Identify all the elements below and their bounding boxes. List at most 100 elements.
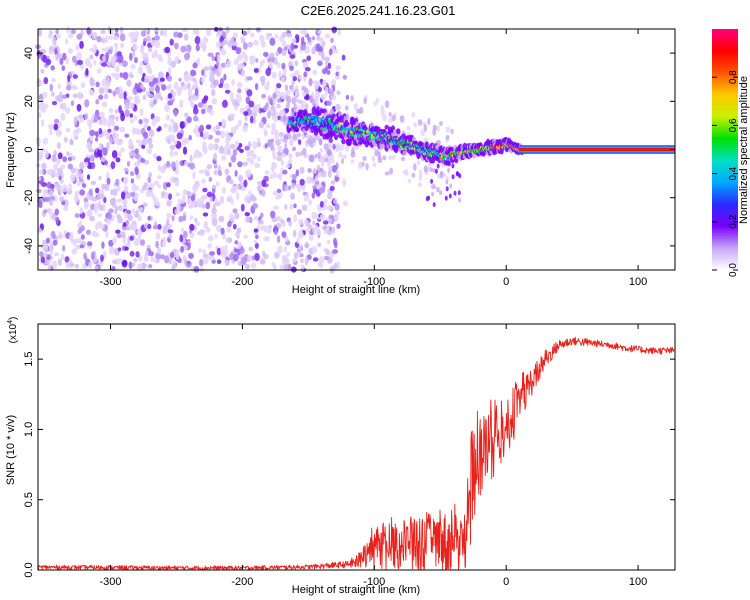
noise-blob <box>106 177 111 185</box>
noise-blob <box>271 71 277 79</box>
noise-blob <box>192 128 198 135</box>
noise-blob <box>38 28 42 37</box>
noise-blob <box>54 195 58 203</box>
noise-blob <box>101 183 108 190</box>
noise-blob <box>168 124 173 133</box>
noise-blob <box>226 227 232 233</box>
noise-blob <box>116 233 122 239</box>
noise-blob <box>124 133 130 138</box>
noise-blob <box>153 180 160 186</box>
noise-blob <box>88 261 93 269</box>
noise-blob <box>248 149 255 156</box>
noise-blob <box>417 182 422 188</box>
noise-blob <box>118 151 122 158</box>
spectrogram-x-ticks: -300 -200 -100 0 100 <box>100 29 647 288</box>
noise-blob <box>256 141 262 148</box>
noise-blob <box>179 99 184 108</box>
noise-blob <box>241 69 245 77</box>
noise-blob <box>304 67 311 72</box>
noise-blob <box>258 121 265 129</box>
noise-blob <box>317 151 321 159</box>
noise-blob <box>273 264 277 271</box>
noise-blob <box>209 255 216 261</box>
noise-blob <box>212 144 217 149</box>
noise-blob <box>201 108 206 115</box>
noise-blob <box>110 189 114 195</box>
noise-blob <box>113 42 119 47</box>
noise-blob <box>281 231 287 239</box>
noise-blob <box>306 55 312 61</box>
noise-blob <box>237 119 242 127</box>
noise-blob <box>109 197 115 206</box>
x-tick-label: -200 <box>231 576 253 588</box>
noise-blob <box>242 124 248 132</box>
noise-blob <box>169 38 174 46</box>
noise-blob <box>257 185 262 193</box>
noise-blob <box>297 139 302 145</box>
noise-blob <box>117 51 122 57</box>
noise-blob <box>234 231 240 238</box>
noise-blob <box>388 111 392 117</box>
noise-blob <box>42 188 49 196</box>
noise-blob <box>168 83 172 89</box>
noise-blob <box>141 185 147 191</box>
noise-blob <box>250 262 257 269</box>
noise-blob <box>330 37 334 43</box>
noise-blob <box>148 129 155 138</box>
signal-blob <box>457 190 461 196</box>
noise-blob <box>246 157 253 163</box>
noise-blob <box>255 27 261 32</box>
noise-blob <box>406 125 411 131</box>
noise-blob <box>119 26 124 34</box>
noise-blob <box>223 73 227 81</box>
noise-blob <box>53 118 60 124</box>
noise-blob <box>445 135 450 140</box>
noise-blob <box>275 195 281 200</box>
noise-blob <box>129 74 134 79</box>
noise-blob <box>327 170 332 178</box>
noise-blob <box>128 261 133 270</box>
noise-blob <box>148 143 154 149</box>
noise-blob <box>39 81 43 87</box>
noise-blob <box>268 60 273 69</box>
noise-blob <box>278 131 284 138</box>
noise-blob <box>276 103 281 109</box>
noise-blob <box>286 32 293 38</box>
noise-blob <box>178 215 183 223</box>
noise-blob <box>124 101 130 110</box>
noise-blob <box>197 102 203 108</box>
noise-blob <box>332 143 336 150</box>
signal-blob <box>453 190 457 196</box>
noise-blob <box>125 219 129 226</box>
noise-blob <box>115 65 120 73</box>
noise-blob <box>91 196 98 202</box>
signal-blob <box>448 193 452 199</box>
noise-blob <box>58 175 62 181</box>
noise-blob <box>189 203 195 209</box>
noise-blob <box>401 156 405 161</box>
noise-blob <box>283 137 288 144</box>
noise-blob <box>174 180 180 187</box>
signal-blob <box>434 168 438 174</box>
noise-blob <box>147 93 154 98</box>
noise-blob <box>69 262 75 268</box>
noise-blob <box>61 65 66 71</box>
noise-blob <box>130 192 136 197</box>
noise-blob <box>89 129 95 136</box>
noise-blob <box>97 213 103 217</box>
noise-blob <box>276 83 282 89</box>
signal-blob <box>447 167 451 173</box>
noise-blob <box>323 143 329 150</box>
signal-blob <box>451 163 455 169</box>
noise-blob <box>203 220 209 229</box>
noise-blob <box>63 206 69 212</box>
noise-blob <box>93 114 98 123</box>
noise-blob <box>140 83 144 90</box>
noise-blob <box>78 238 83 244</box>
noise-blob <box>84 201 90 208</box>
noise-blob <box>196 57 201 64</box>
noise-blob <box>269 142 274 150</box>
noise-blob <box>228 162 232 168</box>
noise-blob <box>413 122 417 128</box>
noise-blob <box>322 220 329 225</box>
